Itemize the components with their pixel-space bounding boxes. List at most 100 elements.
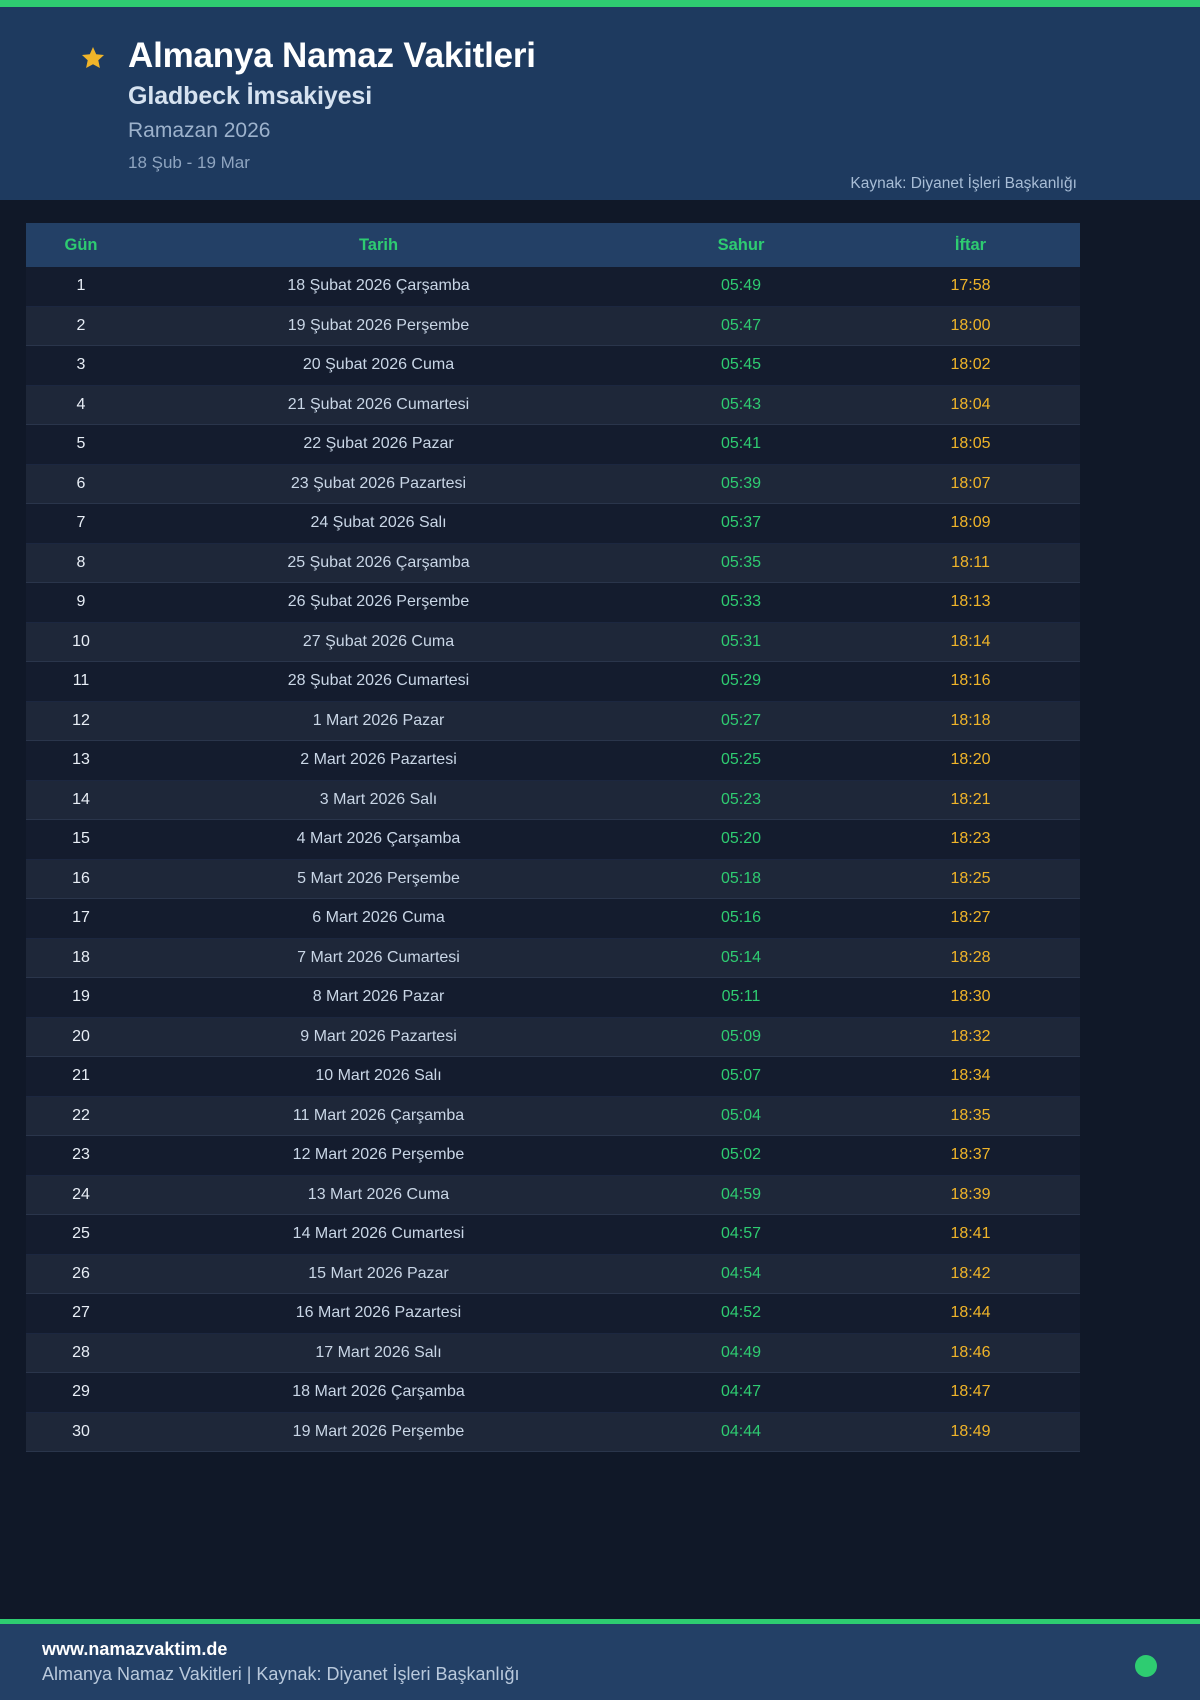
cell-tarih: 22 Şubat 2026 Pazar (303, 435, 454, 453)
cell-sahur: 05:43 (720, 395, 762, 413)
cell-gun: 5 (76, 435, 86, 453)
cell-sahur: 05:41 (720, 435, 762, 453)
cell-gun: 22 (72, 1106, 90, 1124)
cell-tarih: 12 Mart 2026 Perşembe (292, 1146, 465, 1164)
cell-sahur: 04:49 (720, 1343, 762, 1361)
cell-tarih: 13 Mart 2026 Cuma (307, 1185, 450, 1203)
table-row[interactable]: 3 20 Şubat 2026 Cuma 05:45 18:02 (26, 346, 1080, 386)
footer-note-label: Almanya Namaz Vakitleri | Kaynak: Diyane… (42, 1664, 520, 1684)
cell-gun: 7 (76, 514, 86, 532)
cell-tarih: 7 Mart 2026 Cumartesi (297, 948, 460, 966)
cell-gun: 1 (76, 277, 86, 295)
cell-gun: 15 (72, 830, 90, 848)
cell-iftar: 18:11 (951, 553, 990, 571)
table-row[interactable]: 16 5 Mart 2026 Perşembe 05:18 18:25 (26, 859, 1080, 899)
cell-iftar: 18:18 (950, 711, 991, 729)
cell-tarih: 24 Şubat 2026 Salı (310, 514, 447, 532)
cell-sahur: 05:14 (720, 948, 762, 966)
table-row[interactable]: 23 12 Mart 2026 Perşembe 05:02 18:37 (26, 1136, 1080, 1176)
cell-sahur: 05:09 (720, 1027, 762, 1045)
table-row[interactable]: 18 7 Mart 2026 Cumartesi 05:14 18:28 (26, 938, 1080, 978)
cell-iftar: 18:44 (950, 1304, 991, 1322)
cell-sahur: 05:35 (720, 553, 762, 571)
table-row[interactable]: 22 11 Mart 2026 Çarşamba 05:04 18:35 (26, 1096, 1080, 1136)
cell-iftar: 18:35 (950, 1106, 991, 1124)
table-row[interactable]: 6 23 Şubat 2026 Pazartesi 05:39 18:07 (26, 464, 1080, 504)
cell-tarih: 14 Mart 2026 Cumartesi (292, 1225, 465, 1243)
cell-gun: 24 (72, 1185, 90, 1203)
table-row[interactable]: 24 13 Mart 2026 Cuma 04:59 18:39 (26, 1175, 1080, 1215)
table-row[interactable]: 20 9 Mart 2026 Pazartesi 05:09 18:32 (26, 1017, 1080, 1057)
table-row[interactable]: 17 6 Mart 2026 Cuma 05:16 18:27 (26, 899, 1080, 939)
table-row[interactable]: 27 16 Mart 2026 Pazartesi 04:52 18:44 (26, 1294, 1080, 1334)
cell-iftar: 18:34 (950, 1067, 991, 1085)
table-row[interactable]: 14 3 Mart 2026 Salı 05:23 18:21 (26, 780, 1080, 820)
table-row[interactable]: 13 2 Mart 2026 Pazartesi 05:25 18:20 (26, 741, 1080, 781)
cell-iftar: 18:13 (950, 593, 991, 611)
cell-tarih: 18 Şubat 2026 Çarşamba (287, 277, 470, 295)
cell-gun: 30 (72, 1422, 90, 1440)
cell-gun: 21 (72, 1067, 90, 1085)
table-row[interactable]: 2 19 Şubat 2026 Perşembe 05:47 18:00 (26, 306, 1080, 346)
table-row[interactable]: 29 18 Mart 2026 Çarşamba 04:47 18:47 (26, 1373, 1080, 1413)
footer-website-link[interactable]: www.namazvaktim.de (42, 1639, 228, 1659)
table-row[interactable]: 1 18 Şubat 2026 Çarşamba 05:49 17:58 (26, 267, 1080, 307)
table-row[interactable]: 12 1 Mart 2026 Pazar 05:27 18:18 (26, 701, 1080, 741)
table-row[interactable]: 28 17 Mart 2026 Salı 04:49 18:46 (26, 1333, 1080, 1373)
table-row[interactable]: 25 14 Mart 2026 Cumartesi 04:57 18:41 (26, 1215, 1080, 1255)
cell-iftar: 18:49 (950, 1422, 991, 1440)
cell-iftar: 18:05 (950, 435, 991, 453)
date-range-label: 18 Şub - 19 Mar (128, 153, 250, 172)
cell-iftar: 18:07 (950, 474, 991, 492)
cell-sahur: 04:52 (720, 1304, 762, 1322)
cell-sahur: 04:44 (720, 1422, 762, 1440)
table-row[interactable]: 30 19 Mart 2026 Perşembe 04:44 18:49 (26, 1412, 1080, 1452)
cell-gun: 12 (72, 711, 90, 729)
cell-tarih: 6 Mart 2026 Cuma (312, 909, 445, 927)
table-body: 1 18 Şubat 2026 Çarşamba 05:49 17:58 2 19 Şub… (26, 267, 1080, 1452)
cell-iftar: 18:27 (950, 909, 991, 927)
ramadan-year-label: Ramazan 2026 (128, 119, 271, 142)
cell-sahur: 05:25 (720, 751, 762, 769)
column-header-iftar: İftar (954, 235, 987, 254)
cell-tarih: 23 Şubat 2026 Pazartesi (290, 474, 467, 492)
cell-iftar: 18:32 (950, 1027, 991, 1045)
cell-iftar: 18:20 (950, 751, 991, 769)
cell-gun: 16 (72, 869, 90, 887)
table-row[interactable]: 26 15 Mart 2026 Pazar 04:54 18:42 (26, 1254, 1080, 1294)
cell-iftar: 18:37 (950, 1146, 991, 1164)
cell-tarih: 1 Mart 2026 Pazar (312, 711, 445, 729)
cell-tarih: 11 Mart 2026 Çarşamba (292, 1106, 465, 1124)
cell-tarih: 19 Şubat 2026 Perşembe (287, 316, 470, 334)
table-row[interactable]: 7 24 Şubat 2026 Salı 05:37 18:09 (26, 504, 1080, 544)
status-dot-icon (1135, 1655, 1157, 1677)
cell-iftar: 18:09 (950, 514, 991, 532)
cell-gun: 4 (76, 395, 86, 413)
cell-tarih: 26 Şubat 2026 Perşembe (287, 593, 470, 611)
cell-iftar: 18:30 (950, 988, 991, 1006)
table-row[interactable]: 15 4 Mart 2026 Çarşamba 05:20 18:23 (26, 820, 1080, 860)
cell-sahur: 04:47 (720, 1383, 762, 1401)
table-row[interactable]: 11 28 Şubat 2026 Cumartesi 05:29 18:16 (26, 662, 1080, 702)
cell-tarih: 20 Şubat 2026 Cuma (302, 356, 455, 374)
table-row[interactable]: 10 27 Şubat 2026 Cuma 05:31 18:14 (26, 622, 1080, 662)
table-row[interactable]: 4 21 Şubat 2026 Cumartesi 05:43 18:04 (26, 385, 1080, 425)
table-row[interactable]: 19 8 Mart 2026 Pazar 05:11 18:30 (26, 978, 1080, 1018)
cell-gun: 27 (72, 1304, 90, 1322)
cell-tarih: 21 Şubat 2026 Cumartesi (287, 395, 470, 413)
header-titles: Almanya Namaz Vakitleri Gladbeck İmsakiy… (128, 33, 536, 176)
cell-iftar: 17:58 (950, 277, 991, 295)
table-row[interactable]: 5 22 Şubat 2026 Pazar 05:41 18:05 (26, 425, 1080, 465)
cell-tarih: 2 Mart 2026 Pazartesi (300, 751, 457, 769)
footer-accent-bar (0, 1619, 1200, 1624)
table-row[interactable]: 21 10 Mart 2026 Salı 05:07 18:34 (26, 1057, 1080, 1097)
table-row[interactable]: 9 26 Şubat 2026 Perşembe 05:33 18:13 (26, 583, 1080, 623)
cell-sahur: 05:47 (720, 316, 762, 334)
page-footer: www.namazvaktim.de Almanya Namaz Vakitle… (0, 1624, 1200, 1700)
cell-tarih: 15 Mart 2026 Pazar (308, 1264, 449, 1282)
cell-sahur: 05:18 (720, 869, 762, 887)
table-row[interactable]: 8 25 Şubat 2026 Çarşamba 05:35 18:11 (26, 543, 1080, 583)
cell-iftar: 18:46 (950, 1343, 991, 1361)
cell-sahur: 05:39 (720, 474, 762, 492)
cell-gun: 3 (76, 356, 86, 374)
